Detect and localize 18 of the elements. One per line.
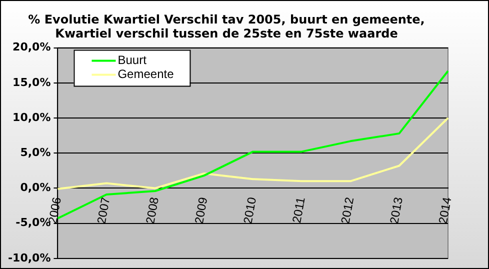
x-tick-label: 2012 (338, 196, 357, 225)
y-tick-label: 5,0% (20, 146, 51, 159)
x-tick-label: 2008 (143, 196, 162, 225)
chart-title: % Evolutie Kwartiel Verschil tav 2005, buurt en gemeente, Kwartiel verschil tussen de 25ste en 75ste waarde (28, 12, 425, 41)
legend-label: Buurt (118, 53, 148, 68)
x-tick-label: 2011 (290, 196, 308, 224)
y-tick-label: -5,0% (16, 216, 51, 230)
x-tick-label: 2014 (436, 196, 454, 225)
y-tick-label: 0,0% (20, 181, 51, 194)
x-tick-label: 2013 (387, 196, 406, 225)
y-tick-label: 15,0% (12, 76, 51, 89)
y-tick-label: 20,0% (12, 40, 51, 54)
x-tick-label: 2010 (240, 196, 260, 225)
x-tick-label: 2007 (94, 196, 113, 225)
legend-label: Gemeente (118, 67, 174, 82)
x-tick-label: 2009 (192, 196, 210, 225)
y-tick-label: -10,0% (8, 251, 51, 264)
y-tick-label: 10,0% (12, 110, 51, 124)
